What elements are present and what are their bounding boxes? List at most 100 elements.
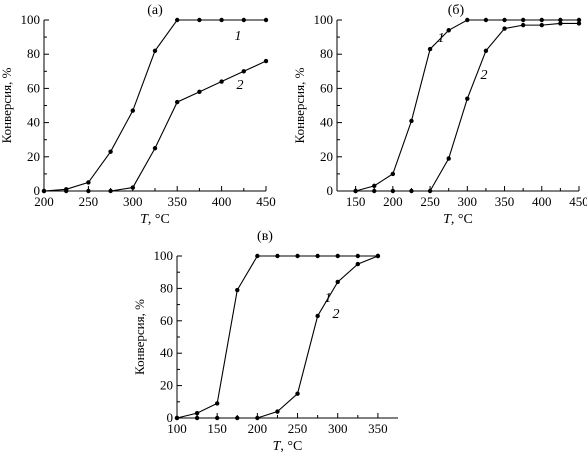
x-tick-label: 250 bbox=[288, 421, 308, 436]
x-tick-label: 150 bbox=[207, 421, 227, 436]
y-tick-label: 40 bbox=[27, 115, 40, 130]
series-2-label: 2 bbox=[481, 68, 488, 83]
x-tick-label: 250 bbox=[420, 194, 440, 209]
series-1-point bbox=[130, 108, 135, 113]
series-2-line bbox=[44, 60, 267, 192]
series-1-point bbox=[295, 253, 300, 259]
x-tick-label: 300 bbox=[458, 194, 478, 209]
x-axis-label: T, °C bbox=[273, 439, 303, 453]
series-1-point bbox=[255, 253, 260, 259]
series-2-point bbox=[427, 188, 433, 194]
y-axis-label: Конверсия, % bbox=[132, 299, 147, 375]
series-1-point bbox=[520, 17, 526, 23]
y-tick-label: 40 bbox=[160, 345, 173, 360]
y-tick-label: 60 bbox=[320, 80, 333, 95]
series-2-point bbox=[174, 415, 180, 421]
series-2-line bbox=[177, 255, 379, 419]
y-tick-label: 20 bbox=[160, 378, 173, 393]
series-2-point bbox=[152, 146, 158, 151]
series-2-point bbox=[263, 58, 269, 64]
series-2-point bbox=[130, 185, 135, 190]
y-tick-label: 80 bbox=[320, 46, 333, 61]
y-tick-label: 20 bbox=[320, 149, 333, 164]
series-1-point bbox=[241, 17, 246, 23]
series-1-point bbox=[152, 48, 158, 53]
series-1-point bbox=[427, 46, 433, 52]
series-1-point bbox=[390, 171, 396, 177]
series-1-point bbox=[275, 253, 280, 259]
series-2-label: 2 bbox=[333, 307, 340, 322]
chart-panel-1: 0 20 40 60 80 100 200 250 300 350 400 450 T, °C Конве… bbox=[0, 3, 276, 227]
y-tick-label: 20 bbox=[27, 149, 40, 164]
series-1-point bbox=[219, 17, 224, 23]
y-tick-label: 60 bbox=[27, 80, 40, 95]
y-tick-label: 0 bbox=[167, 410, 174, 425]
y-tick-label: 100 bbox=[314, 12, 334, 27]
series-2-point bbox=[520, 22, 526, 28]
series-1-point bbox=[86, 180, 91, 185]
x-tick-label: 350 bbox=[167, 194, 187, 209]
series-1-point bbox=[539, 17, 544, 23]
series-2-point bbox=[255, 415, 260, 421]
series-2-point bbox=[539, 22, 544, 28]
series-2-point bbox=[375, 253, 381, 259]
panel-label: (в) bbox=[257, 229, 273, 244]
series-2-point bbox=[355, 261, 361, 267]
x-tick-label: 250 bbox=[79, 194, 99, 209]
series-1-point bbox=[465, 17, 470, 23]
series-1-label: 1 bbox=[235, 29, 242, 44]
series-2-point bbox=[175, 99, 180, 105]
x-tick-label: 450 bbox=[256, 194, 276, 209]
series-1-point bbox=[558, 17, 563, 23]
x-tick-label: 100 bbox=[167, 421, 187, 436]
series-1-point bbox=[263, 17, 269, 23]
series-1-point bbox=[315, 253, 320, 259]
series-2-point bbox=[275, 409, 280, 414]
series-2-point bbox=[446, 156, 451, 161]
x-tick-label: 200 bbox=[248, 421, 268, 436]
series-1-point bbox=[235, 287, 240, 293]
y-tick-label: 0 bbox=[327, 183, 334, 198]
series-2-point bbox=[194, 415, 200, 421]
series-2-point bbox=[558, 21, 563, 26]
series-2-point bbox=[502, 26, 507, 31]
chart-panel-2: 0 20 40 60 80 100 150 200 250 300 350 400 450 T, °C Ко… bbox=[292, 3, 587, 227]
series-2-label: 2 bbox=[237, 78, 244, 93]
x-tick-label: 400 bbox=[212, 194, 232, 209]
series-1-point bbox=[446, 28, 451, 33]
series-1-point bbox=[214, 401, 220, 406]
series-1-point bbox=[108, 149, 113, 154]
x-tick-label: 300 bbox=[328, 421, 348, 436]
series-1-point bbox=[194, 410, 200, 416]
y-tick-label: 100 bbox=[21, 12, 41, 27]
series-1-point bbox=[372, 183, 377, 189]
series-2-point bbox=[576, 21, 582, 26]
series-2-point bbox=[390, 188, 396, 194]
series-2-point bbox=[235, 415, 240, 421]
series-2-point bbox=[219, 79, 224, 84]
y-tick-label: 80 bbox=[160, 280, 173, 295]
series-1-point bbox=[483, 17, 489, 23]
x-tick-label: 200 bbox=[34, 194, 54, 209]
x-tick-label: 350 bbox=[495, 194, 515, 209]
y-tick-label: 60 bbox=[160, 313, 173, 328]
series-2-point bbox=[108, 188, 113, 194]
series-2-line bbox=[355, 22, 579, 192]
series-2-point bbox=[41, 188, 47, 194]
series-1-line bbox=[43, 19, 266, 192]
x-tick-label: 450 bbox=[569, 194, 587, 209]
series-2-point bbox=[353, 188, 358, 194]
series-2-point bbox=[86, 188, 91, 194]
series-1-point bbox=[335, 253, 340, 259]
series-1-line bbox=[355, 19, 579, 192]
series-1-point bbox=[409, 118, 414, 124]
x-axis-label: T, °C bbox=[140, 212, 170, 227]
series-2-point bbox=[63, 188, 69, 194]
x-tick-label: 400 bbox=[532, 194, 552, 209]
series-2-point bbox=[315, 313, 320, 319]
panel-label: (б) bbox=[448, 3, 465, 18]
y-axis-label: Конверсия, % bbox=[292, 67, 307, 143]
x-tick-label: 300 bbox=[123, 194, 143, 209]
x-tick-label: 150 bbox=[346, 194, 366, 209]
